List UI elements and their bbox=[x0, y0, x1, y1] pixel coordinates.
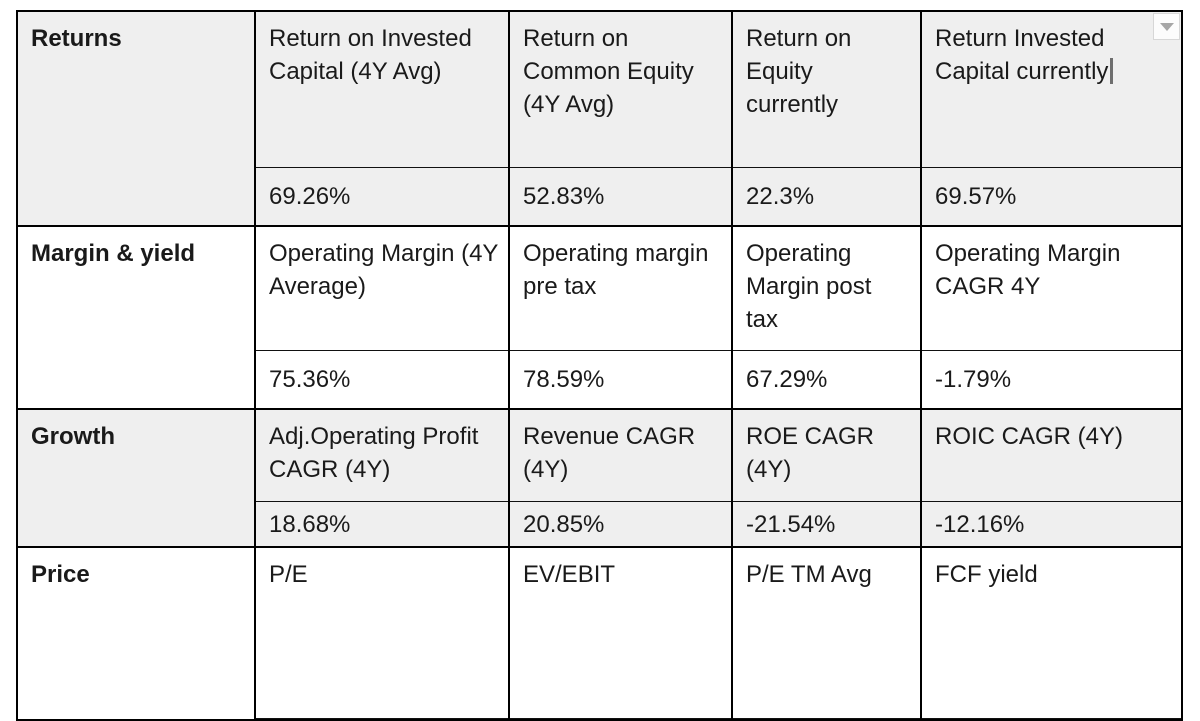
metric-label-cell[interactable]: ROIC CAGR (4Y) bbox=[920, 408, 1183, 502]
metric-value-text: -21.54% bbox=[746, 510, 836, 538]
metric-value-cell[interactable]: -12.16% bbox=[920, 501, 1183, 548]
metric-value-text: 69.57% bbox=[935, 183, 1017, 210]
dropdown-button[interactable] bbox=[1153, 13, 1180, 40]
metric-label-text: Revenue CAGR (4Y) bbox=[523, 423, 696, 483]
category-cell[interactable]: Growth bbox=[16, 408, 256, 548]
metric-value-cell[interactable]: -21.54% bbox=[731, 501, 922, 548]
metrics-table-container: Returns Return on Invested Capital (4Y A… bbox=[16, 10, 1183, 721]
category-label: Price bbox=[31, 561, 90, 588]
metric-value-text: 67.29% bbox=[746, 366, 828, 393]
category-cell[interactable]: Price bbox=[16, 546, 256, 721]
metric-label-text: Return on Equity currently bbox=[746, 25, 852, 118]
metric-value-text: 69.26% bbox=[269, 183, 351, 210]
metric-value-text: 22.3% bbox=[746, 183, 815, 210]
metric-value-cell[interactable] bbox=[254, 718, 510, 721]
metric-value-cell[interactable] bbox=[508, 718, 733, 721]
metric-label-text: ROIC CAGR (4Y) bbox=[935, 423, 1124, 450]
metric-label-cell[interactable]: ROE CAGR (4Y) bbox=[731, 408, 922, 502]
metric-value-text: 78.59% bbox=[523, 366, 605, 393]
metric-value-cell[interactable] bbox=[920, 718, 1183, 721]
metric-label-cell[interactable]: P/E TM Avg bbox=[731, 546, 922, 719]
metric-value-cell[interactable] bbox=[731, 718, 922, 721]
metric-label-text: FCF yield bbox=[935, 561, 1038, 588]
metric-label-text: Operating Margin (4Y Average) bbox=[269, 240, 499, 300]
metric-label-text: Operating Margin CAGR 4Y bbox=[935, 240, 1121, 300]
category-label: Growth bbox=[31, 423, 115, 450]
metric-label-text: P/E TM Avg bbox=[746, 561, 872, 588]
metric-label-text: Return on Common Equity (4Y Avg) bbox=[523, 25, 694, 118]
metric-label-cell[interactable]: Operating Margin (4Y Average) bbox=[254, 225, 510, 351]
metric-label-text: EV/EBIT bbox=[523, 561, 616, 588]
metric-label-cell[interactable]: P/E bbox=[254, 546, 510, 719]
metric-value-text: 52.83% bbox=[523, 183, 605, 210]
metric-value-cell[interactable]: 18.68% bbox=[254, 501, 510, 548]
metric-label-cell[interactable]: Operating Margin CAGR 4Y bbox=[920, 225, 1183, 351]
metric-label-cell[interactable]: Return on Invested Capital (4Y Avg) bbox=[254, 10, 510, 168]
metric-label-cell[interactable]: Operating margin pre tax bbox=[508, 225, 733, 351]
metric-label-cell[interactable]: FCF yield bbox=[920, 546, 1183, 719]
category-cell[interactable]: Returns bbox=[16, 10, 256, 227]
category-cell[interactable]: Margin & yield bbox=[16, 225, 256, 410]
metric-label-cell[interactable]: Adj.Operating Profit CAGR (4Y) bbox=[254, 408, 510, 502]
category-label: Margin & yield bbox=[31, 240, 196, 267]
metric-label-text: Operating margin pre tax bbox=[523, 240, 709, 300]
metric-value-text: 18.68% bbox=[269, 510, 351, 538]
metric-label-text: Return Invested Capital currently bbox=[935, 25, 1109, 85]
metric-label-text: P/E bbox=[269, 561, 308, 588]
metric-label-cell[interactable]: EV/EBIT bbox=[508, 546, 733, 719]
metric-value-text: -1.79% bbox=[935, 366, 1012, 393]
metric-value-text: -12.16% bbox=[935, 510, 1025, 538]
metric-value-cell[interactable]: 52.83% bbox=[508, 167, 733, 227]
metric-label-text: Adj.Operating Profit CAGR (4Y) bbox=[269, 423, 479, 483]
metric-label-cell[interactable]: Return on Equity currently bbox=[731, 10, 922, 168]
metric-value-cell[interactable]: 69.57% bbox=[920, 167, 1183, 227]
category-label: Returns bbox=[31, 25, 122, 52]
metric-label-cell[interactable]: Revenue CAGR (4Y) bbox=[508, 408, 733, 502]
metric-value-cell[interactable]: 78.59% bbox=[508, 350, 733, 410]
metric-label-cell[interactable]: Operating Margin post tax bbox=[731, 225, 922, 351]
metric-value-cell[interactable]: 69.26% bbox=[254, 167, 510, 227]
metric-value-cell[interactable]: 22.3% bbox=[731, 167, 922, 227]
metric-value-cell[interactable]: -1.79% bbox=[920, 350, 1183, 410]
financial-metrics-table: Returns Return on Invested Capital (4Y A… bbox=[16, 10, 1183, 721]
metric-label-text: Operating Margin post tax bbox=[746, 240, 872, 333]
metric-label-text: Return on Invested Capital (4Y Avg) bbox=[269, 25, 472, 85]
metric-label-text: ROE CAGR (4Y) bbox=[746, 423, 875, 483]
text-caret bbox=[1110, 58, 1114, 84]
metric-value-text: 20.85% bbox=[523, 510, 605, 538]
metric-label-cell[interactable]: Return on Common Equity (4Y Avg) bbox=[508, 10, 733, 168]
metric-value-cell[interactable]: 20.85% bbox=[508, 501, 733, 548]
metric-value-cell[interactable]: 75.36% bbox=[254, 350, 510, 410]
metric-value-cell[interactable]: 67.29% bbox=[731, 350, 922, 410]
chevron-down-icon bbox=[1159, 22, 1174, 31]
metric-label-cell[interactable]: Return Invested Capital currently bbox=[920, 10, 1183, 168]
metric-value-text: 75.36% bbox=[269, 366, 351, 393]
